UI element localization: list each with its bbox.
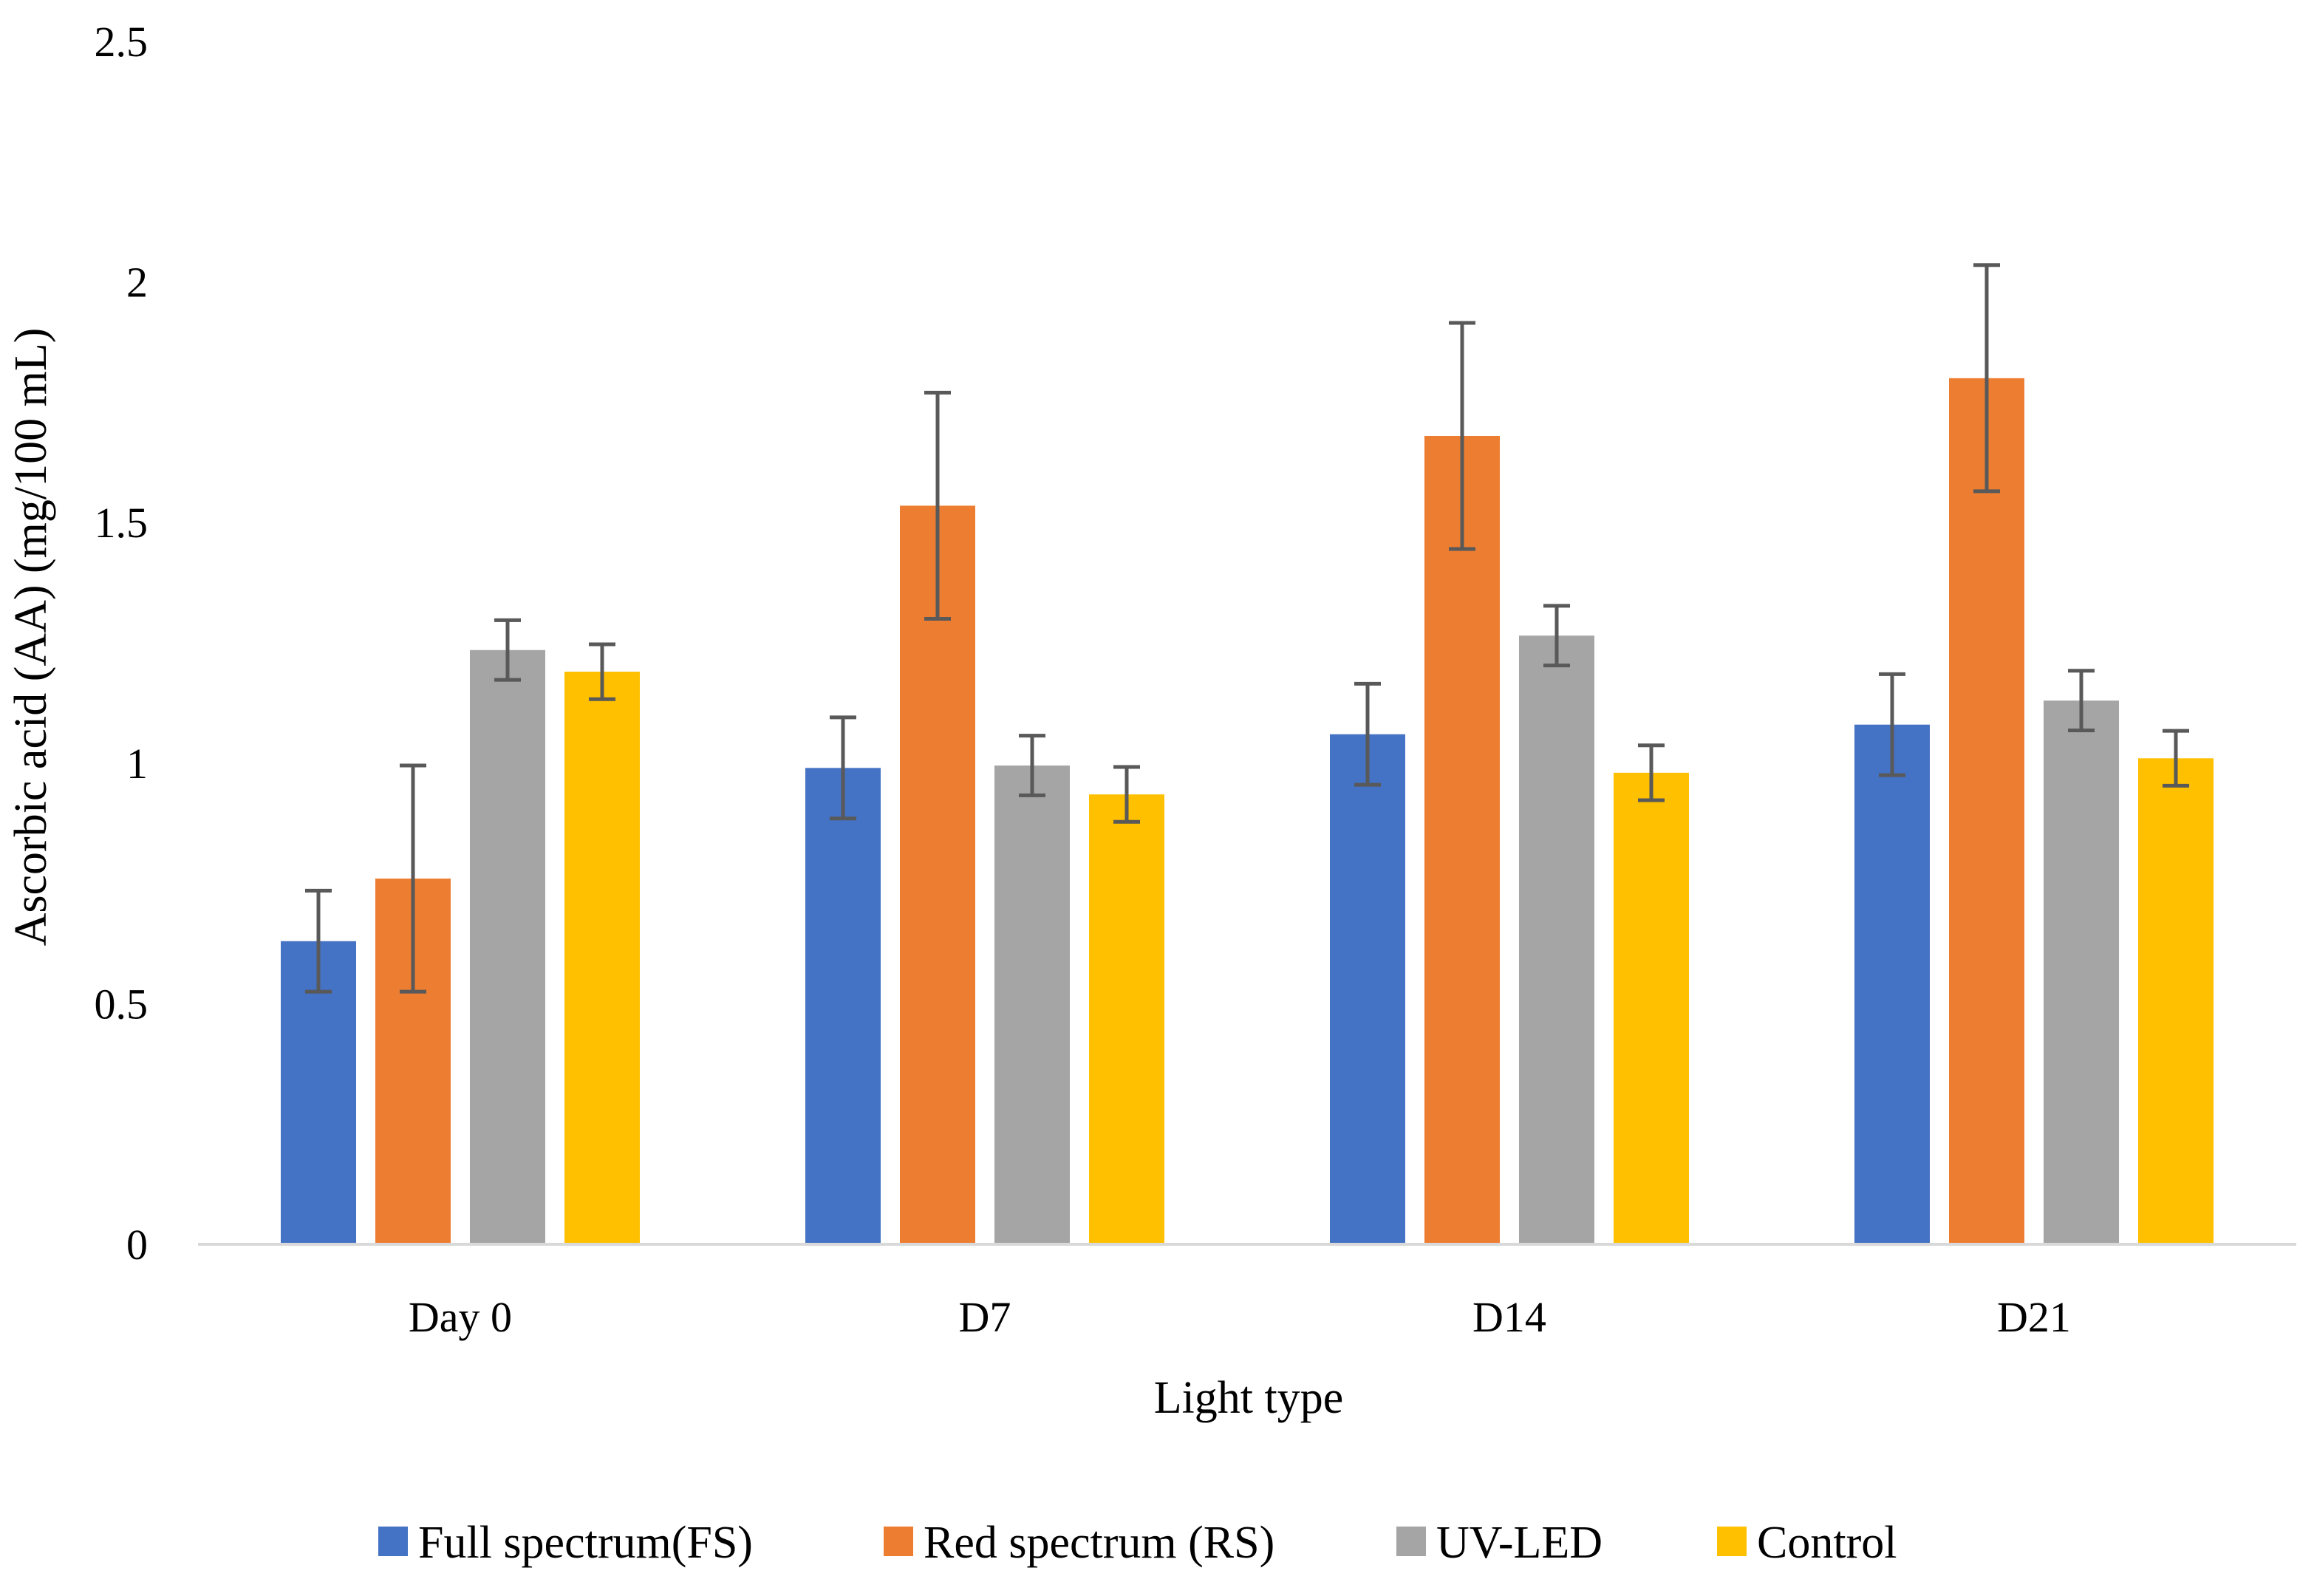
legend-swatch [378, 1527, 408, 1556]
legend-swatch [884, 1527, 913, 1556]
legend-label: Full spectrum(FS) [418, 1518, 753, 1568]
error-bars [305, 263, 2189, 994]
bars [281, 378, 2214, 1245]
y-tick-label: 2.5 [95, 18, 149, 66]
y-axis-ticks: 0 0.5 1 1.5 2 2.5 [95, 18, 149, 1269]
x-axis-title: Light type [1154, 1373, 1344, 1423]
bar [1854, 724, 1930, 1244]
legend: Full spectrum(FS) Red spectrum (RS) UV-LED… [378, 1518, 1897, 1568]
bar [2044, 700, 2119, 1244]
y-tick-label: 0.5 [95, 980, 149, 1028]
legend-swatch [1396, 1527, 1426, 1556]
legend-label: Control [1757, 1518, 1897, 1568]
bar [994, 765, 1070, 1244]
legend-swatch [1717, 1527, 1747, 1556]
bar [1614, 772, 1689, 1244]
bar [1424, 435, 1500, 1244]
y-tick-label: 2 [126, 259, 148, 307]
x-tick-label: D7 [959, 1293, 1011, 1341]
bar [470, 649, 545, 1244]
bar [805, 768, 881, 1244]
bar [1519, 635, 1594, 1244]
x-tick-label: D21 [1997, 1293, 2071, 1341]
legend-label: Red spectrum (RS) [924, 1518, 1274, 1568]
bar [1089, 794, 1164, 1244]
y-axis-title: Ascorbic acid (AA) (mg/100 mL) [6, 328, 56, 947]
y-tick-label: 1.5 [95, 499, 149, 547]
legend-label: UV-LED [1436, 1518, 1603, 1568]
bar [1949, 378, 2024, 1245]
bar [2138, 758, 2214, 1244]
bar [564, 672, 640, 1244]
x-tick-label: Day 0 [409, 1293, 512, 1341]
bar [900, 505, 975, 1244]
y-tick-label: 0 [126, 1221, 148, 1269]
bar [1330, 734, 1405, 1244]
x-axis-ticks: Day 0 D7 D14 D21 [409, 1293, 2071, 1341]
x-tick-label: D14 [1472, 1293, 1546, 1341]
y-tick-label: 1 [126, 740, 148, 788]
